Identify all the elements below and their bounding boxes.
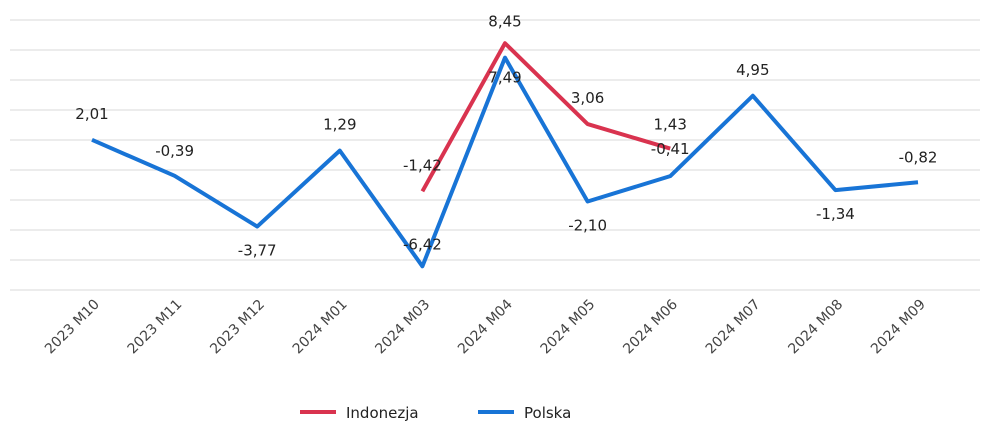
data-label: 4,95 — [736, 61, 769, 79]
data-label: -0,41 — [651, 140, 690, 158]
line — [420, 41, 671, 193]
x-tick-label: 2023 M10 — [42, 297, 103, 358]
legend-label: Polska — [524, 404, 571, 422]
data-label: 1,29 — [323, 116, 356, 134]
x-tick-label: 2023 M11 — [125, 297, 186, 358]
data-label: 7,49 — [488, 69, 521, 87]
data-label: 2,01 — [75, 105, 108, 123]
data-label: -3,77 — [238, 242, 277, 260]
x-tick-label: 2024 M01 — [290, 297, 351, 358]
data-label: -0,82 — [899, 148, 938, 166]
data-label: -0,39 — [155, 142, 194, 160]
x-tick-label: 2024 M07 — [703, 297, 764, 358]
data-label: 8,45 — [488, 12, 521, 30]
data-label: 1,43 — [653, 116, 686, 134]
x-tick-label: 2024 M08 — [785, 297, 846, 358]
x-tick-label: 2024 M09 — [868, 297, 929, 358]
x-tick-label: 2024 M04 — [455, 296, 516, 357]
legend-label: Indonezja — [346, 404, 419, 422]
x-tick-label: 2023 M12 — [207, 297, 268, 358]
x-tick-label: 2024 M06 — [620, 296, 681, 357]
data-label: 3,06 — [571, 89, 604, 107]
data-label: -2,10 — [568, 217, 607, 235]
data-label: -6,42 — [403, 235, 442, 253]
x-tick-label: 2024 M03 — [372, 297, 433, 358]
data-label: -1,42 — [403, 156, 442, 174]
x-tick-label: 2024 M05 — [538, 297, 599, 358]
data-label: -1,34 — [816, 205, 855, 223]
line — [91, 55, 919, 269]
